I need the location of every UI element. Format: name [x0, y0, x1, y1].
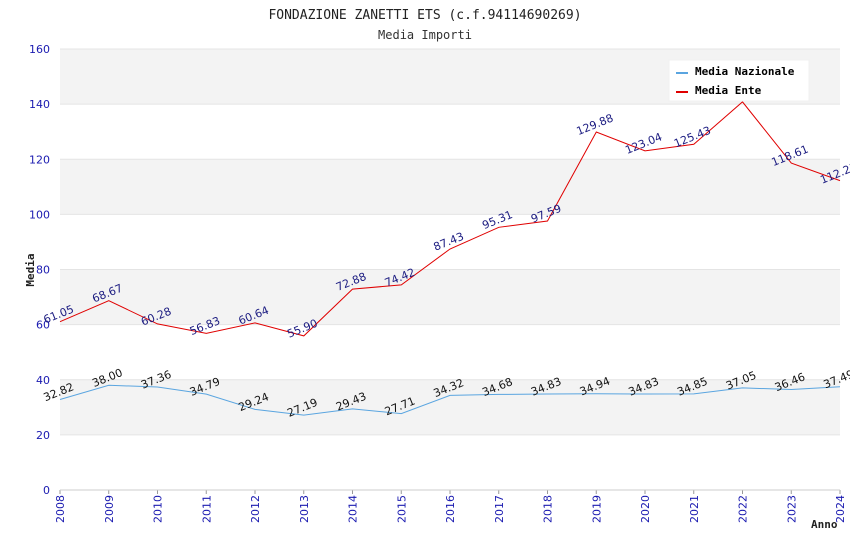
x-tick-label: 2024	[834, 495, 847, 523]
x-tick-label: 2016	[444, 495, 457, 523]
x-axis-label: Anno	[811, 518, 838, 531]
grid-band	[60, 379, 840, 435]
y-tick-label: 80	[36, 264, 50, 277]
x-tick-label: 2015	[395, 495, 408, 523]
y-tick-label: 120	[29, 153, 50, 166]
y-tick-label: 0	[43, 484, 50, 497]
x-axis-ticks: 2008 2009 2010 2011 2012 2013 2014 2015 2016 2017…	[54, 490, 847, 523]
grid-band	[60, 104, 840, 160]
legend-label-nazionale: Media Nazionale	[695, 65, 795, 78]
legend-label-ente: Media Ente	[695, 84, 762, 97]
x-tick-label: 2018	[542, 495, 555, 523]
y-tick-label: 20	[36, 429, 50, 442]
series-lines	[59, 101, 841, 416]
x-tick-label: 2013	[298, 495, 311, 523]
x-tick-label: 2023	[785, 495, 798, 523]
x-tick-label: 2021	[688, 495, 701, 523]
x-tick-label: 2017	[493, 495, 506, 523]
y-tick-label: 100	[29, 208, 50, 221]
x-tick-label: 2022	[737, 495, 750, 523]
y-tick-label: 60	[36, 319, 50, 332]
y-tick-label: 40	[36, 374, 50, 387]
grid-bands	[60, 48, 840, 491]
y-tick-label: 160	[29, 43, 50, 56]
legend: Media Nazionale Media Ente	[668, 59, 810, 102]
x-tick-label: 2010	[152, 495, 165, 523]
legend-box	[668, 59, 810, 102]
chart-title: FONDAZIONE ZANETTI ETS (c.f.94114690269)	[268, 8, 581, 23]
x-tick-label: 2009	[103, 495, 116, 523]
series-line-ente	[59, 101, 841, 337]
x-tick-label: 2011	[200, 495, 213, 523]
grid-band	[60, 269, 840, 325]
y-tick-label: 140	[29, 98, 50, 111]
grid-band	[60, 434, 840, 490]
grid-band	[60, 324, 840, 380]
x-tick-label: 2012	[249, 495, 262, 523]
x-tick-label: 2020	[639, 495, 652, 523]
series-line-nazionale	[59, 384, 841, 416]
y-axis-ticks: 0 20 40 60 80 100 120 140 160	[29, 43, 50, 497]
grid-band	[60, 214, 840, 270]
x-tick-label: 2008	[54, 495, 67, 523]
chart-subtitle: Media Importi	[378, 28, 472, 42]
x-tick-label: 2019	[590, 495, 603, 523]
grid-band	[60, 159, 840, 215]
x-tick-label: 2014	[347, 495, 360, 523]
y-axis-label: Media	[24, 253, 37, 286]
